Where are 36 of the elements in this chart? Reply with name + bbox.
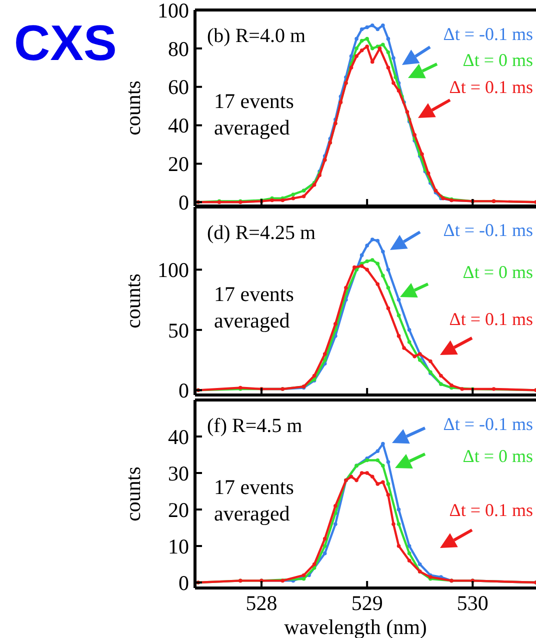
legend-label: Δt = -0.1 ms: [443, 220, 533, 240]
annotation: 17 events averaged: [214, 89, 294, 140]
chart-title: CXS: [14, 15, 117, 71]
y-tick-label: 10: [168, 534, 189, 558]
annotation: (d) R=4.25 m: [207, 222, 316, 244]
y-tick-label: 0: [178, 570, 189, 595]
x-tick-label: 530: [456, 591, 488, 615]
annotation: (b) R=4.0 m: [207, 25, 306, 47]
x-tick-label: 529: [351, 591, 383, 615]
y-tick-label: 80: [168, 36, 189, 61]
y-axis-title: counts: [121, 80, 145, 136]
y-tick-label: 20: [168, 498, 189, 522]
legend-label: Δt = 0 ms: [462, 446, 533, 466]
y-axis-title: counts: [121, 274, 145, 328]
series-label: Δt = 0.1 ms: [449, 309, 533, 329]
annotation: (f) R=4.5 m: [207, 415, 303, 437]
y-tick-label: 100: [158, 258, 189, 282]
text: Δt = 0.1 ms: [449, 77, 533, 97]
y-tick-label: 0: [178, 378, 189, 403]
y-tick-label: 20: [168, 152, 189, 176]
text: Δt = 0 ms: [462, 262, 533, 282]
legend-label: Δt = 0 ms: [462, 50, 533, 70]
y-tick-label: 50: [168, 318, 189, 342]
x-tick-label: 528: [246, 591, 278, 615]
legend-label: Δt = -0.1 ms: [443, 414, 533, 434]
text: Δt = 0.1 ms: [449, 500, 533, 520]
y-tick-label: 100: [158, 0, 189, 22]
y-tick-label: 40: [168, 424, 189, 449]
text: Δt = -0.1 ms: [443, 24, 533, 44]
annotation: 17 events averaged: [214, 475, 294, 526]
y-axis-title: counts: [121, 466, 145, 522]
y-tick-label: 60: [168, 75, 189, 100]
y-tick-label: 0: [178, 190, 189, 215]
y-tick-label: 30: [168, 461, 189, 486]
y-tick-label: 40: [168, 114, 189, 138]
annotation: 17 events averaged: [214, 282, 294, 332]
